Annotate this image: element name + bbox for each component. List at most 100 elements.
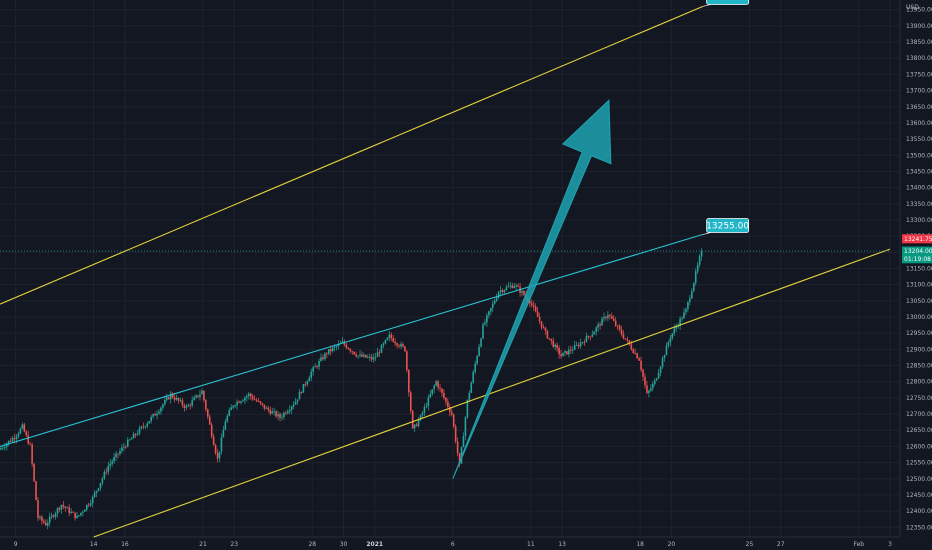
- candle-body: [464, 417, 467, 436]
- candle-body: [113, 457, 115, 462]
- candle-body: [52, 515, 55, 517]
- candle-body: [462, 435, 465, 448]
- candle-body: [203, 390, 205, 401]
- candle-body: [411, 410, 414, 429]
- candle-body: [591, 334, 594, 337]
- candle-body: [642, 369, 644, 377]
- candle-body: [4, 446, 6, 448]
- candle-body: [616, 325, 619, 327]
- y-tick-label: 12350.00: [906, 524, 932, 531]
- candle-body: [15, 436, 18, 440]
- candle-body: [333, 346, 336, 348]
- candle-body: [384, 339, 387, 344]
- candle-body: [271, 411, 273, 414]
- candle-body: [244, 397, 246, 401]
- candle-body: [152, 414, 154, 417]
- candle-body: [320, 357, 322, 361]
- candle-body: [267, 407, 270, 411]
- candle-body: [501, 290, 504, 293]
- y-tick-label: 13650.00: [906, 104, 932, 111]
- price-tag-red-bg: [902, 234, 932, 244]
- candle-body: [515, 285, 517, 287]
- candle-body: [376, 352, 379, 357]
- y-tick-label: 12500.00: [906, 476, 932, 483]
- candle-body: [648, 390, 650, 393]
- x-tick-label: 3: [888, 541, 892, 548]
- candle-body: [575, 344, 578, 346]
- candle-body: [234, 405, 236, 407]
- candle-body: [60, 504, 63, 510]
- candle-body: [355, 354, 357, 357]
- candle-body: [415, 424, 418, 427]
- candle-body: [13, 438, 16, 440]
- candle-body: [382, 343, 385, 346]
- candle-body: [363, 354, 365, 357]
- candle-body: [491, 303, 494, 309]
- candle-body: [146, 423, 149, 427]
- candle-body: [126, 439, 129, 447]
- candle-body: [19, 428, 22, 434]
- candle-body: [177, 398, 180, 401]
- candle-body: [242, 400, 244, 402]
- y-tick-label: 13100.00: [906, 282, 932, 289]
- candle-body: [255, 399, 258, 402]
- candle-body: [169, 393, 172, 400]
- candle-body: [160, 407, 162, 412]
- candle-body: [261, 403, 264, 405]
- candle-body: [653, 380, 656, 384]
- candle-body: [183, 405, 186, 408]
- candle-body: [21, 424, 24, 429]
- candle-body: [347, 347, 350, 350]
- countdown-tag-bg: [902, 254, 932, 264]
- candle-body: [628, 340, 631, 345]
- candle-body: [361, 354, 363, 357]
- candle-body: [646, 385, 648, 393]
- y-tick-label: 12850.00: [906, 363, 932, 370]
- candle-body: [119, 450, 121, 455]
- y-tick-label: 12550.00: [906, 460, 932, 467]
- candle-body: [263, 404, 266, 409]
- candle-body: [634, 353, 637, 354]
- projection-arrow: [452, 99, 612, 479]
- candle-body: [283, 412, 285, 417]
- candle-body: [195, 395, 197, 398]
- candle-body: [314, 366, 316, 368]
- candle-body: [581, 341, 584, 343]
- price-tag-green: 13204.00: [904, 248, 932, 255]
- y-tick-label: 13350.00: [906, 201, 932, 208]
- candle-body: [123, 446, 125, 448]
- candle-body: [164, 399, 166, 405]
- candle-body: [443, 392, 445, 398]
- candle-body: [357, 355, 359, 357]
- candle-body: [671, 333, 674, 339]
- candle-body: [140, 426, 143, 429]
- candle-body: [167, 397, 170, 400]
- x-tick-label: 14: [90, 541, 98, 548]
- candle-body: [593, 331, 596, 335]
- candle-body: [199, 394, 201, 397]
- candle-body: [142, 426, 145, 428]
- candle-body: [156, 413, 158, 416]
- y-tick-label: 13050.00: [906, 298, 932, 305]
- candle-body: [450, 412, 453, 415]
- candle-body: [74, 512, 76, 519]
- candle-body: [536, 311, 539, 317]
- candle-body: [101, 478, 104, 484]
- candle-body: [540, 321, 543, 328]
- candle-body: [121, 447, 123, 451]
- candle-body: [636, 353, 638, 359]
- candle-body: [281, 416, 283, 418]
- candle-body: [612, 318, 615, 321]
- candle-body: [197, 395, 199, 397]
- candle-body: [292, 404, 295, 407]
- candle-body: [368, 356, 371, 358]
- countdown-tag: 01:19:08: [904, 256, 931, 263]
- candle-body: [89, 503, 92, 506]
- candle-body: [44, 522, 47, 526]
- candle-body: [277, 413, 279, 417]
- candle-body: [206, 409, 209, 417]
- candle-body: [249, 393, 252, 397]
- candle-body: [534, 306, 537, 312]
- candle-body: [37, 500, 39, 519]
